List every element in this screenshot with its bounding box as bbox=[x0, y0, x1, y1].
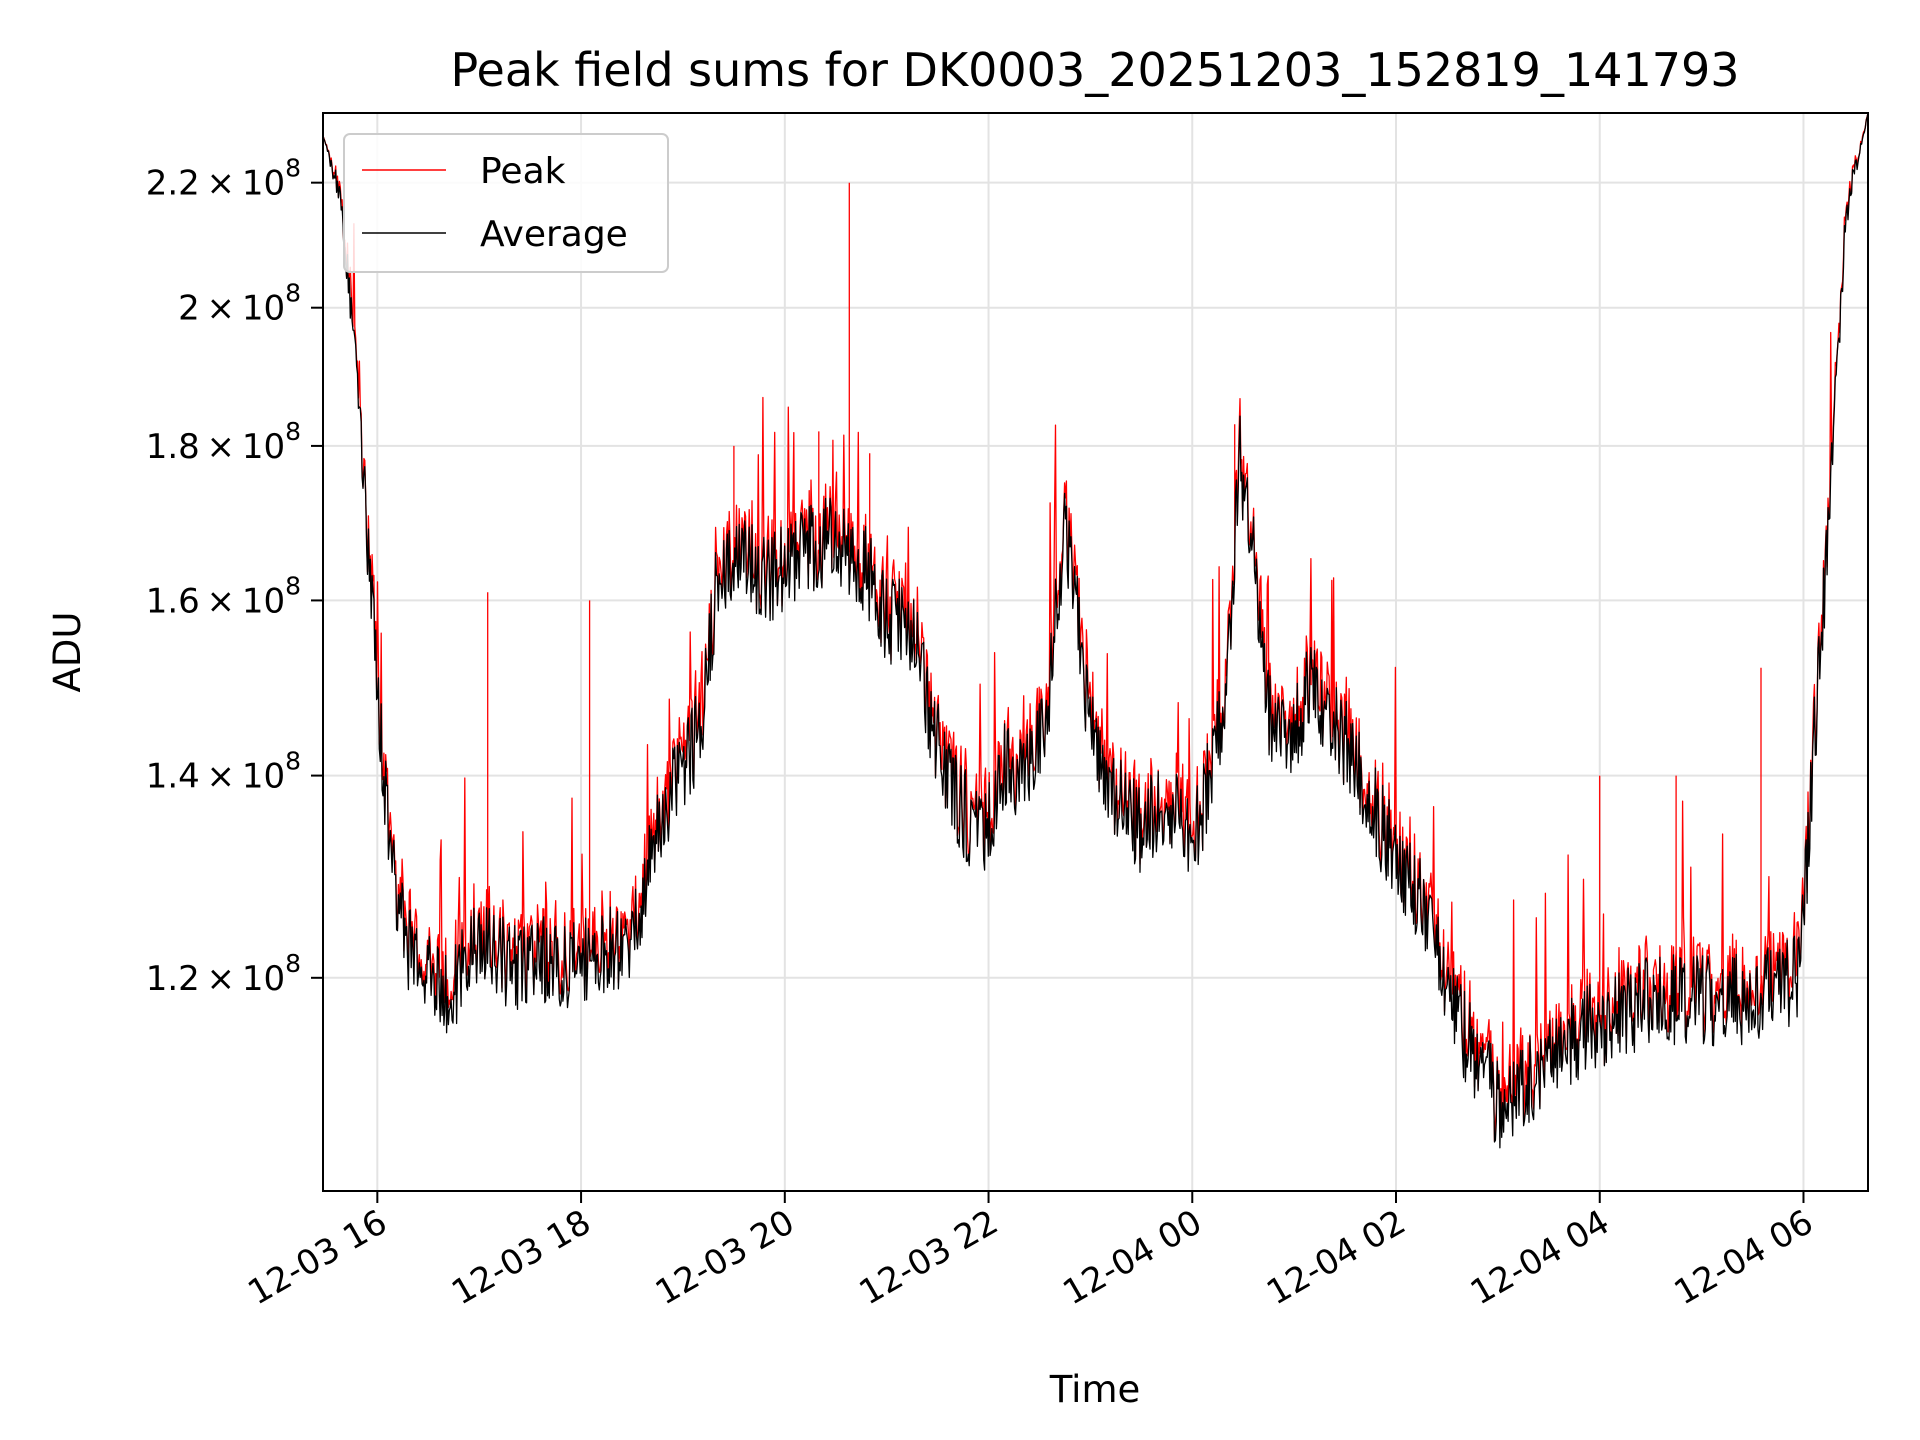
y-tick-label: 2 × 108 bbox=[178, 279, 301, 329]
y-tick-label: 1.2 × 108 bbox=[146, 949, 301, 999]
y-tick-label: 2.2 × 108 bbox=[146, 154, 301, 204]
chart-title: Peak field sums for DK0003_20251203_1528… bbox=[450, 43, 1739, 97]
y-tick-label: 1.6 × 108 bbox=[146, 571, 301, 621]
series-line-peak bbox=[323, 113, 1868, 1142]
plot-frame bbox=[322, 112, 1869, 1192]
grid-lines bbox=[323, 113, 1868, 1191]
legend-box bbox=[343, 133, 669, 273]
y-axis-label: ADU bbox=[46, 612, 89, 693]
y-axis-ticks: 1.2 × 108 1.4 × 108 1.6 × 108 1.8 × 108 2 × … bbox=[146, 154, 323, 999]
series-line-average bbox=[323, 113, 1868, 1149]
legend-label-peak: Peak bbox=[480, 151, 566, 192]
legend-label-average: Average bbox=[480, 214, 628, 255]
legend: Peak Average bbox=[343, 133, 669, 273]
series-layer bbox=[323, 113, 1868, 1149]
y-tick-label: 1.8 × 108 bbox=[146, 417, 301, 467]
x-axis-label: Time bbox=[1049, 1368, 1141, 1411]
y-tick-label: 1.4 × 108 bbox=[146, 747, 301, 797]
